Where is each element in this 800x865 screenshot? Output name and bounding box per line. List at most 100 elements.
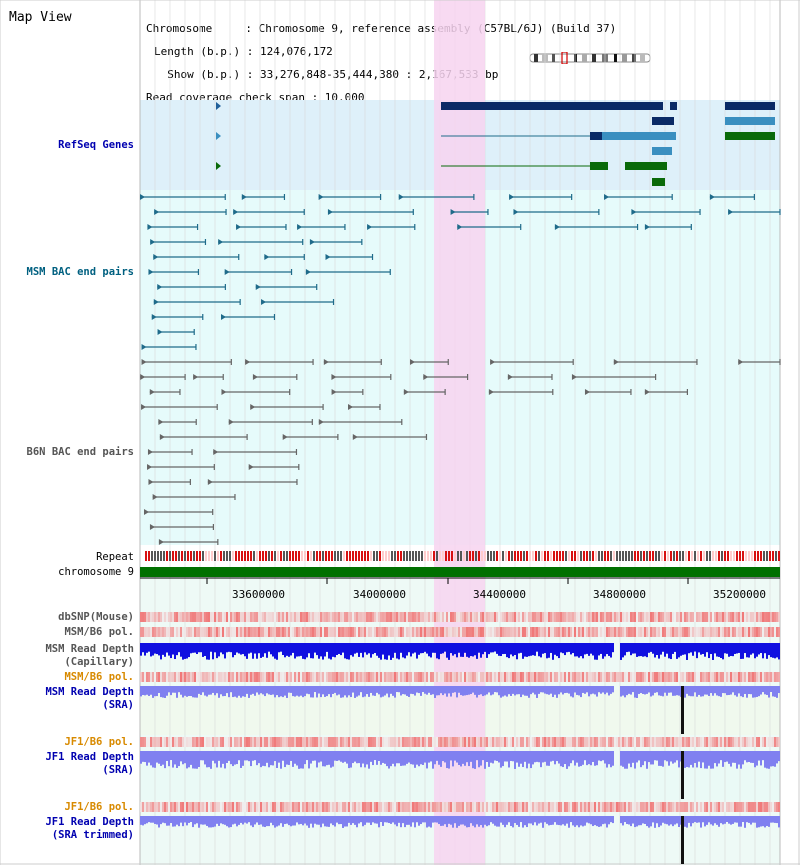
- jf1-depth-trim-bar: [566, 816, 568, 824]
- msm-b6-pol-cell: [698, 627, 700, 637]
- msm-depth-capillary-bar: [288, 643, 290, 657]
- jf1-depth-trim-bar: [772, 816, 774, 823]
- jf1-depth-trim-bar: [494, 816, 496, 826]
- jf1-b6-pol-2-cell: [280, 802, 282, 812]
- jf1-depth-trim-bar: [502, 816, 504, 825]
- msm-depth-capillary-bar: [156, 643, 158, 655]
- dbsnp-cell: [376, 612, 378, 622]
- jf1-depth-trim-bar: [576, 816, 578, 826]
- msm-depth-capillary-bar: [392, 643, 394, 658]
- repeat-block: [379, 551, 381, 561]
- msm-depth-capillary-bar: [488, 643, 490, 655]
- msm-depth-sra-bar: [198, 686, 200, 694]
- repeat-block: [190, 551, 192, 561]
- jf1-depth-sra-bar: [404, 751, 406, 766]
- dbsnp-cell: [424, 612, 426, 622]
- msm-depth-sra-bar: [154, 686, 156, 697]
- msm-b6-pol-2-cell: [354, 672, 356, 682]
- msm-depth-capillary-bar: [760, 643, 762, 653]
- repeat-block: [775, 551, 777, 561]
- msm-b6-pol-2-cell: [412, 672, 414, 682]
- jf1-depth-trim-bar: [480, 816, 482, 826]
- jf1-b6-pol-cell: [568, 737, 570, 747]
- jf1-b6-pol-cell: [150, 737, 152, 747]
- refseq-gene: [725, 117, 775, 125]
- jf1-depth-trim-bar: [490, 816, 492, 823]
- dbsnp-cell: [590, 612, 592, 622]
- track-label-b6n-bac[interactable]: B6N BAC end pairs: [26, 446, 134, 458]
- dbsnp-cell: [336, 612, 338, 622]
- msm-depth-sra-bar: [144, 686, 146, 696]
- jf1-depth-trim-bar: [528, 816, 530, 824]
- jf1-depth-trim-bar: [328, 816, 330, 827]
- repeat-block: [571, 551, 573, 561]
- msm-depth-sra-bar: [446, 686, 448, 697]
- msm-depth-capillary-bar: [248, 643, 250, 654]
- dbsnp-cell: [374, 612, 376, 622]
- msm-b6-pol-cell: [210, 627, 212, 637]
- msm-bac-pair-end: [325, 254, 331, 260]
- repeat-block: [718, 551, 720, 561]
- msm-depth-capillary-bar: [242, 643, 244, 655]
- msm-depth-sra-bar: [674, 686, 676, 696]
- jf1-b6-pol-cell: [776, 737, 778, 747]
- jf1-depth-sra-bar: [208, 751, 210, 768]
- dbsnp-cell: [716, 612, 718, 622]
- repeat-block: [466, 551, 468, 561]
- msm-depth-capillary-bar: [496, 643, 498, 654]
- jf1-depth-sra-bar: [190, 751, 192, 765]
- msm-b6-pol-cell: [244, 627, 246, 637]
- msm-b6-pol-2-cell: [550, 672, 552, 682]
- dbsnp-cell: [536, 612, 538, 622]
- msm-b6-pol-cell: [656, 627, 658, 637]
- jf1-b6-pol-2-cell: [650, 802, 652, 812]
- jf1-b6-pol-2-cell: [304, 802, 306, 812]
- msm-b6-pol-2-cell: [272, 672, 274, 682]
- jf1-depth-sra-bar: [572, 751, 574, 761]
- msm-b6-pol-cell: [204, 627, 206, 637]
- msm-depth-capillary-bar: [342, 643, 344, 653]
- jf1-b6-pol-cell: [446, 737, 448, 747]
- jf1-depth-trim-bar: [644, 816, 646, 824]
- msm-b6-pol-cell: [246, 627, 248, 637]
- jf1-depth-sra-bar: [250, 751, 252, 767]
- dbsnp-cell: [252, 612, 254, 622]
- dbsnp-cell: [196, 612, 198, 622]
- msm-b6-pol-cell: [426, 627, 428, 637]
- msm-depth-sra-bar: [256, 686, 258, 693]
- msm-depth-capillary-bar: [622, 643, 624, 658]
- repeat-block: [589, 551, 591, 561]
- repeat-block: [604, 551, 606, 561]
- msm-b6-pol-cell: [354, 627, 356, 637]
- msm-b6-pol-cell: [510, 627, 512, 637]
- jf1-depth-sra-bar: [580, 751, 582, 767]
- dbsnp-cell: [480, 612, 482, 622]
- jf1-depth-trim-bar: [160, 816, 162, 825]
- msm-depth-capillary-bar: [412, 643, 414, 654]
- msm-depth-sra-bar: [580, 686, 582, 698]
- track-label-refseq[interactable]: RefSeq Genes: [58, 139, 134, 151]
- jf1-depth-trim-bar: [338, 816, 340, 825]
- jf1-depth-trim-bar: [206, 816, 208, 826]
- jf1-b6-pol-cell: [202, 737, 204, 747]
- jf1-depth-sra-bar: [656, 751, 658, 761]
- msm-depth-capillary-bar: [698, 643, 700, 653]
- jf1-b6-pol-cell: [480, 737, 482, 747]
- jf1-b6-pol-cell: [728, 737, 730, 747]
- jf1-b6-pol-cell: [536, 737, 538, 747]
- msm-b6-pol-cell: [746, 627, 748, 637]
- dbsnp-cell: [274, 612, 276, 622]
- jf1-depth-sra-bar: [542, 751, 544, 763]
- jf1-depth-trim-bar: [700, 816, 702, 828]
- msm-depth-sra-bar: [692, 686, 694, 697]
- repeat-block: [241, 551, 243, 561]
- jf1-depth-sra-bar: [652, 751, 654, 765]
- dbsnp-cell: [388, 612, 390, 622]
- jf1-b6-pol-cell: [200, 737, 202, 747]
- jf1-depth-sra-bar: [770, 751, 772, 767]
- repeat-block: [721, 551, 723, 561]
- track-label-msm-bac[interactable]: MSM BAC end pairs: [26, 266, 134, 278]
- jf1-depth-trim-bar: [756, 816, 758, 828]
- msm-b6-pol-2-cell: [484, 672, 486, 682]
